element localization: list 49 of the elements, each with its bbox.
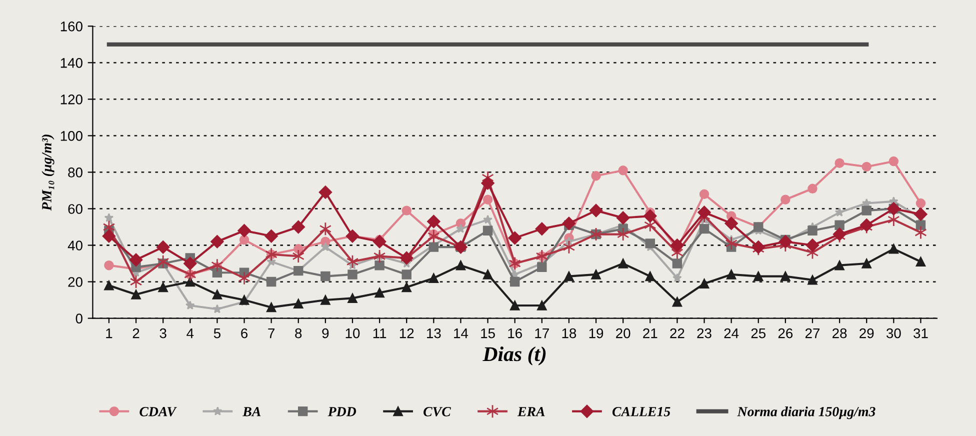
legend-label: ERA [517,407,545,416]
y-tick-label: 80 [68,168,82,178]
x-tick-label: 4 [186,328,194,338]
x-tick-label: 16 [508,328,522,338]
legend-label: PDD [328,407,356,416]
y-tick-label: 60 [68,204,82,214]
x-tick-label: 15 [481,328,495,338]
x-tick-label: 10 [346,328,360,338]
legend-label: BA [242,407,261,416]
y-tick-label: 120 [60,94,82,104]
x-tick-label: 21 [643,328,658,338]
x-tick-label: 8 [295,328,302,338]
x-tick-label: 31 [914,328,928,338]
x-tick-label: 6 [241,328,248,338]
y-tick-label: 40 [68,240,82,250]
x-tick-label: 2 [132,328,140,338]
y-axis-title: PM₁₀ (µg/m³) [42,134,54,211]
x-tick-label: 9 [322,328,329,338]
y-tick-label: 100 [60,131,82,141]
x-tick-label: 19 [589,328,604,338]
x-tick-label: 29 [860,328,874,338]
y-tick-label: 160 [60,21,82,32]
x-tick-label: 26 [778,328,793,338]
x-tick-label: 7 [268,328,274,338]
y-tick-label: 0 [76,314,82,324]
x-tick-label: 12 [400,328,414,338]
legend-label: CALLE15 [612,406,670,416]
x-tick-label: 20 [616,328,630,338]
x-tick-label: 28 [832,328,847,338]
x-tick-label: 30 [886,328,901,338]
legend-label: CDAV [140,406,177,416]
x-tick-label: 17 [535,328,549,338]
x-tick-label: 18 [562,328,576,338]
x-tick-label: 25 [751,328,766,338]
y-tick-label: 140 [60,58,82,68]
x-tick-label: 3 [160,328,166,338]
x-tick-label: 11 [373,328,386,338]
legend-label: CVC [424,406,451,416]
x-axis-title: Dias (t) [482,346,546,366]
legend-label: Norma diaria 150µg/m3 [737,406,876,420]
x-tick-label: 27 [805,328,820,338]
x-tick-label: 24 [724,328,739,338]
x-tick-label: 23 [697,328,712,338]
x-tick-label: 13 [427,328,441,338]
y-tick-label: 20 [68,277,82,287]
x-tick-label: 14 [454,328,468,338]
x-tick-label: 5 [214,328,220,338]
x-tick-label: 1 [106,328,112,338]
x-tick-label: 22 [670,328,684,338]
